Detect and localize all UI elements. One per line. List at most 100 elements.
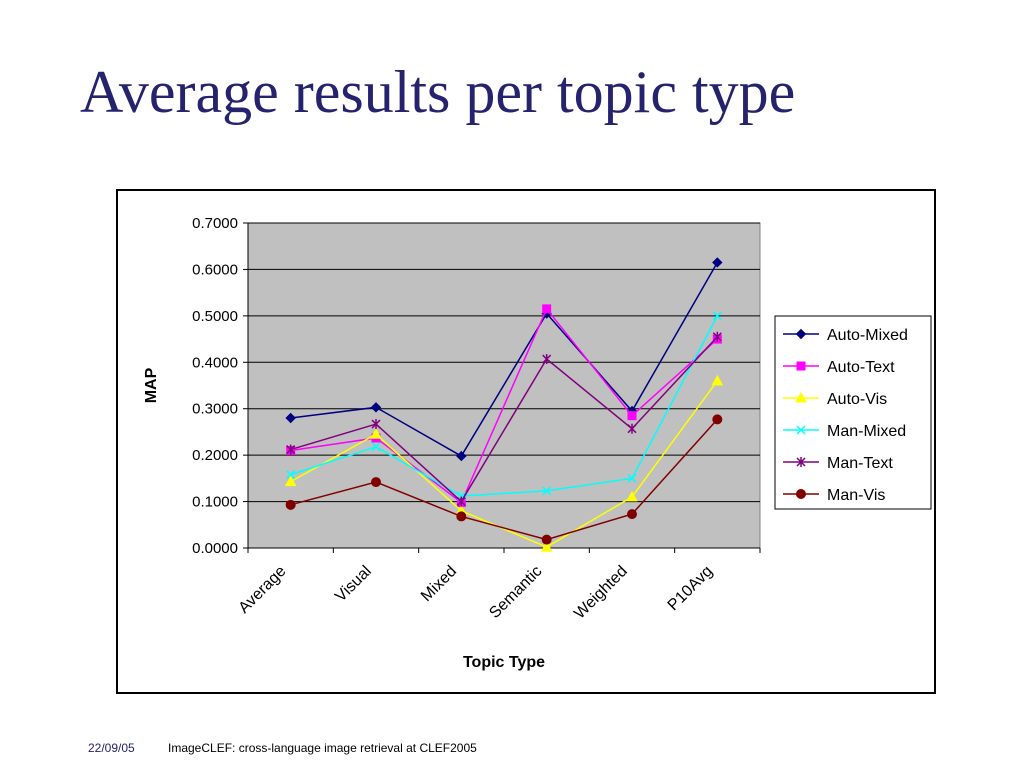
data-point-man-text <box>712 331 722 342</box>
data-point-man-text <box>456 496 466 507</box>
legend-item: Auto-Mixed <box>783 327 908 344</box>
marker-shape <box>285 412 296 424</box>
legend-marker <box>796 489 806 499</box>
marker-shape <box>456 450 467 462</box>
y-tick-label: 0.4000 <box>192 354 238 371</box>
marker-shape <box>370 428 382 439</box>
marker-shape <box>712 311 722 321</box>
slide-title: Average results per topic type <box>80 59 796 125</box>
data-point-auto-vis <box>626 490 638 502</box>
footer-date: 22/09/05 <box>88 741 135 755</box>
marker-shape <box>712 257 723 268</box>
marker-shape <box>711 374 724 386</box>
legend-item: Auto-Text <box>783 359 895 376</box>
data-point-man-mixed <box>627 473 637 483</box>
data-point-man-text <box>371 419 381 430</box>
y-tick-label: 0.2000 <box>192 447 238 464</box>
series-line-auto-vis <box>290 380 718 548</box>
legend-label: Auto-Vis <box>827 391 887 408</box>
marker-shape <box>796 361 806 371</box>
data-point-man-vis <box>456 511 467 522</box>
legend-label: Auto-Mixed <box>827 327 908 344</box>
data-point-auto-vis <box>370 428 382 439</box>
marker-shape <box>627 509 637 520</box>
data-point-man-mixed <box>286 470 296 480</box>
marker-shape <box>286 470 296 480</box>
marker-shape <box>542 304 552 314</box>
data-point-man-vis <box>627 509 637 520</box>
series-line-auto-mixed <box>290 262 718 458</box>
legend-label: Man-Text <box>827 455 893 472</box>
legend-item: Auto-Vis <box>783 391 887 408</box>
marker-shape <box>627 411 637 421</box>
marker-shape <box>370 402 382 413</box>
data-point-man-mixed <box>371 442 381 452</box>
legend-box <box>774 315 932 510</box>
data-point-auto-text <box>627 411 637 421</box>
data-point-man-text <box>542 354 552 365</box>
legend-marker <box>796 425 806 435</box>
legend: Auto-Mixed Auto-Text Auto-Vis Man-Mixed Man-… <box>774 315 932 510</box>
legend-item: Man-Mixed <box>783 423 906 440</box>
marker-shape <box>795 391 807 403</box>
marker-shape <box>371 442 381 452</box>
data-point-auto-vis <box>540 541 553 552</box>
marker-shape <box>796 425 806 435</box>
y-tick-label: 0.5000 <box>192 308 238 325</box>
data-point-auto-mixed <box>285 412 296 424</box>
series-line-auto-text <box>290 307 718 504</box>
data-point-auto-vis <box>284 475 297 487</box>
marker-shape <box>456 511 467 522</box>
data-point-man-vis <box>712 414 723 425</box>
x-tick-label: Weighted <box>571 563 631 623</box>
series-line-man-text <box>290 336 718 503</box>
data-point-man-text <box>286 444 296 455</box>
x-tick-label: Mixed <box>418 563 460 605</box>
marker-shape <box>627 473 637 483</box>
y-tick-label: 0.3000 <box>192 401 238 418</box>
legend-label: Auto-Text <box>827 359 895 376</box>
data-point-auto-mixed <box>712 257 723 268</box>
legend-marker <box>795 328 807 340</box>
y-tick-label: 0.7000 <box>192 215 238 232</box>
legend-marker <box>796 361 806 371</box>
x-tick-label: Visual <box>332 563 375 606</box>
x-tick-label: Average <box>236 563 290 617</box>
data-point-man-vis <box>371 477 381 488</box>
marker-shape <box>795 328 807 340</box>
marker-shape <box>540 541 553 552</box>
marker-shape <box>285 499 296 510</box>
data-point-man-vis <box>541 534 552 545</box>
series-line-man-mixed <box>290 315 718 497</box>
legend-marker <box>795 391 807 403</box>
data-point-auto-vis <box>711 374 724 386</box>
x-tick-label: Semantic <box>486 563 545 622</box>
data-point-man-vis <box>285 499 296 510</box>
legend-item: Man-Vis <box>783 487 885 504</box>
legend-marker <box>796 457 806 467</box>
legend-label: Man-Vis <box>827 487 885 504</box>
y-tick-label: 0.0000 <box>192 540 238 557</box>
series-line-man-vis <box>290 418 718 541</box>
data-point-man-mixed <box>542 486 552 496</box>
marker-shape <box>542 486 552 496</box>
data-point-auto-text <box>542 304 552 314</box>
series-man-mixed <box>286 311 722 501</box>
marker-shape <box>626 490 638 502</box>
series-man-text <box>286 331 722 507</box>
x-tick-label: P10Avg <box>665 563 716 614</box>
series-auto-vis <box>284 374 724 552</box>
legend-label: Man-Mixed <box>827 423 906 440</box>
marker-shape <box>541 534 552 545</box>
data-point-man-mixed <box>712 311 722 321</box>
marker-shape <box>371 477 381 488</box>
marker-shape <box>796 489 806 499</box>
y-tick-label: 0.1000 <box>192 494 238 511</box>
marker-shape <box>284 475 297 487</box>
line-chart: 0.0000 0.1000 0.2000 0.3000 0.4000 0.5000 0.60… <box>143 215 932 671</box>
y-tick-label: 0.6000 <box>192 261 238 278</box>
marker-shape <box>712 414 723 425</box>
series-man-vis <box>285 414 723 545</box>
data-point-auto-mixed <box>456 450 467 462</box>
